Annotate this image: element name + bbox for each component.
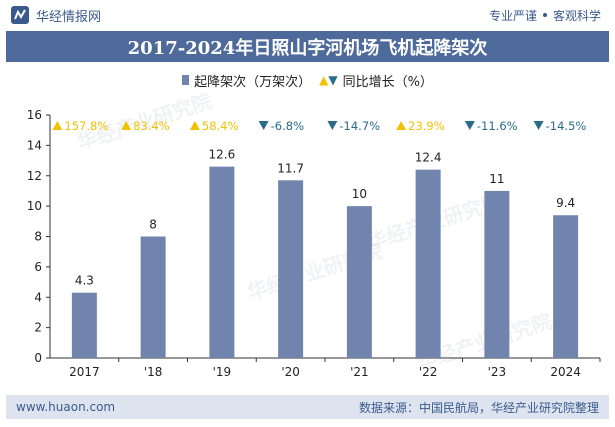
- growth-up-triangle-icon: [189, 121, 200, 130]
- x-tick-label: '18: [144, 365, 163, 379]
- legend-up-triangle-icon: ▲: [319, 73, 329, 87]
- footer-url: www.huaon.com: [16, 400, 116, 414]
- x-tick-label: 2024: [550, 365, 581, 379]
- growth-up-triangle-icon: [396, 121, 407, 130]
- bar-value-label: 9.4: [556, 196, 575, 210]
- growth-down-triangle-icon: [533, 121, 544, 130]
- bar-value-label: 10: [352, 187, 367, 201]
- footer-source: 数据来源：中国民航局，华经产业研究院整理: [358, 400, 599, 415]
- growth-label: -14.7%: [339, 119, 380, 133]
- bar-value-label: 11.7: [277, 161, 304, 175]
- bar: [553, 215, 579, 358]
- x-tick-label: '23: [488, 365, 507, 379]
- y-tick-label: 4: [34, 290, 42, 304]
- legend-down-triangle-icon: ▼: [328, 73, 338, 87]
- bar: [140, 236, 166, 358]
- growth-up-triangle-icon: [52, 121, 63, 130]
- growth-label: -11.6%: [477, 119, 518, 133]
- x-tick-label: '20: [281, 365, 300, 379]
- x-tick-label: '22: [419, 365, 438, 379]
- legend-growth-label: 同比增长（%）: [342, 74, 433, 90]
- legend-bar-swatch-icon: [182, 75, 190, 85]
- growth-down-triangle-icon: [327, 121, 338, 130]
- bar: [346, 206, 372, 358]
- y-tick-label: 2: [34, 321, 42, 335]
- x-tick-label: '21: [350, 365, 369, 379]
- chart-title: 2017-2024年日照山字河机场飞机起降架次: [6, 31, 609, 62]
- brand: 华经情报网: [10, 5, 101, 25]
- y-tick-label: 12: [27, 169, 42, 183]
- y-tick-label: 10: [27, 199, 42, 213]
- bar-value-label: 12.6: [209, 148, 236, 162]
- tagline-right: 客观科学: [552, 8, 601, 23]
- bar: [209, 166, 235, 358]
- bar: [278, 180, 304, 358]
- y-tick-label: 16: [27, 108, 42, 122]
- bar: [71, 292, 97, 358]
- bar-value-label: 11: [489, 172, 504, 186]
- top-bar: 华经情报网 专业严谨 客观科学: [0, 0, 615, 30]
- growth-label: 23.9%: [408, 119, 445, 133]
- bar-value-label: 8: [149, 218, 157, 232]
- brand-logo-icon: [11, 6, 29, 24]
- growth-down-triangle-icon: [464, 121, 475, 130]
- tagline-dot-icon: [542, 13, 547, 17]
- y-tick-label: 8: [34, 230, 42, 244]
- x-tick-label: 2017: [69, 365, 100, 379]
- growth-label: -6.8%: [271, 119, 304, 133]
- brand-name: 华经情报网: [36, 9, 102, 25]
- growth-label: 83.4%: [133, 119, 170, 133]
- growth-label: 58.4%: [202, 119, 239, 133]
- bar: [415, 169, 441, 358]
- growth-label: -14.5%: [546, 119, 587, 133]
- y-tick-label: 14: [27, 138, 42, 152]
- growth-label: 157.8%: [64, 119, 108, 133]
- tagline: 专业严谨 客观科学: [489, 7, 601, 24]
- x-tick-label: '19: [213, 365, 232, 379]
- bar-value-label: 12.4: [415, 151, 442, 165]
- growth-down-triangle-icon: [258, 121, 269, 130]
- y-tick-label: 6: [34, 260, 42, 274]
- bar: [484, 190, 510, 358]
- y-tick-label: 0: [34, 351, 42, 365]
- growth-up-triangle-icon: [121, 121, 132, 130]
- tagline-left: 专业严谨: [488, 8, 537, 23]
- legend: 起降架次（万架次） ▲ ▼ 同比增长（%）: [0, 70, 615, 90]
- footer: www.huaon.com 数据来源：中国民航局，华经产业研究院整理: [6, 395, 609, 419]
- bar-value-label: 4.3: [75, 274, 94, 288]
- legend-bar-label: 起降架次（万架次）: [194, 74, 312, 90]
